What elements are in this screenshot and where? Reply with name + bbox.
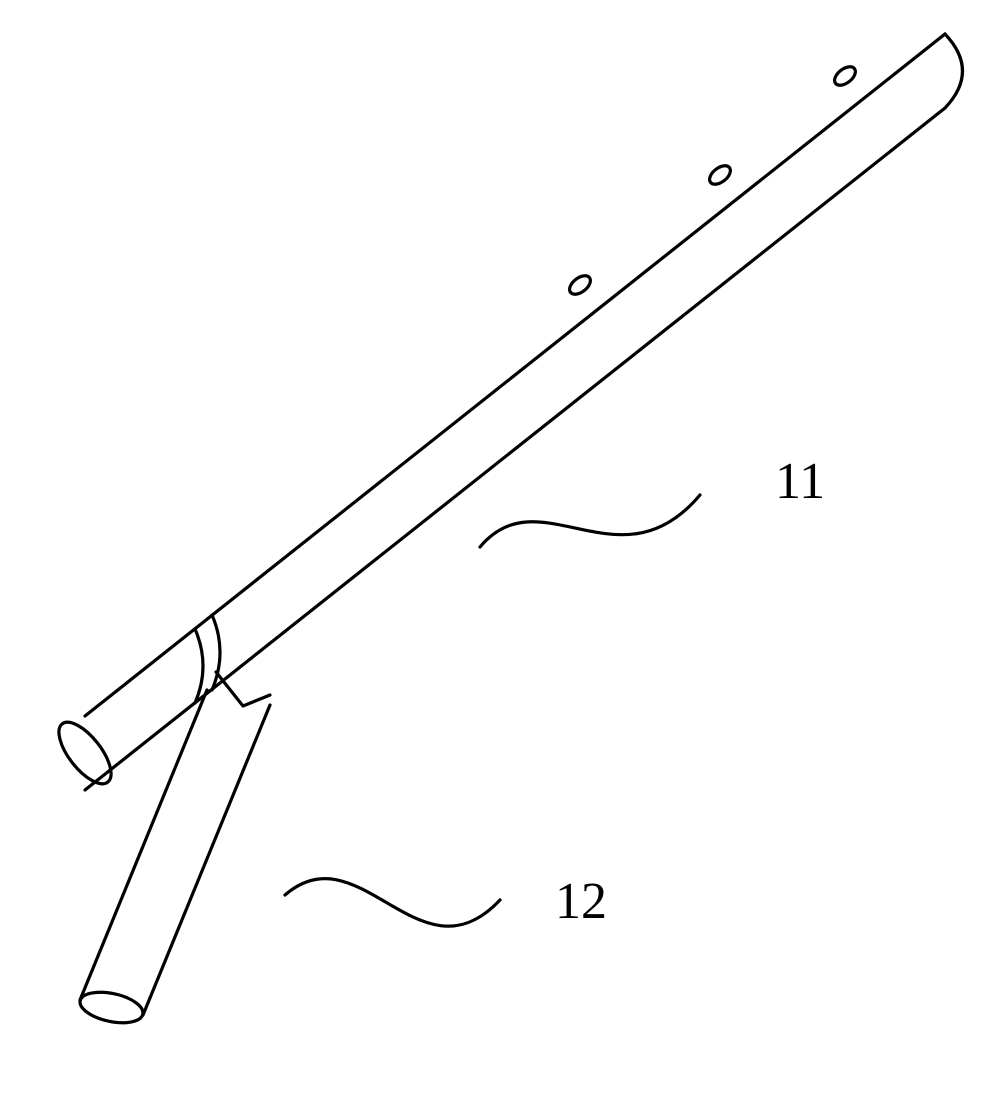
main-tube-band-right	[212, 615, 220, 690]
main-tube-band-left	[195, 629, 203, 703]
ref-label-11: 11	[775, 453, 825, 510]
tube-hole	[831, 63, 859, 89]
tube-hole	[706, 162, 734, 188]
branch-tube-right-edge	[143, 705, 270, 1015]
main-tube-holes	[566, 63, 859, 298]
main-tube-right-end	[945, 34, 963, 108]
main-tube-left-end	[50, 714, 121, 792]
labels: 11 12	[555, 453, 825, 930]
branch-tube-left-edge	[80, 690, 207, 1000]
branch-tube-bottom-end	[77, 987, 145, 1028]
leader-lines	[285, 495, 700, 926]
leader-line-12	[285, 879, 500, 927]
main-tube-top-edge	[85, 34, 945, 716]
leader-line-11	[480, 495, 700, 547]
tube-hole	[566, 272, 594, 298]
branch-junction-notch	[216, 672, 270, 706]
ref-label-12: 12	[555, 873, 607, 930]
